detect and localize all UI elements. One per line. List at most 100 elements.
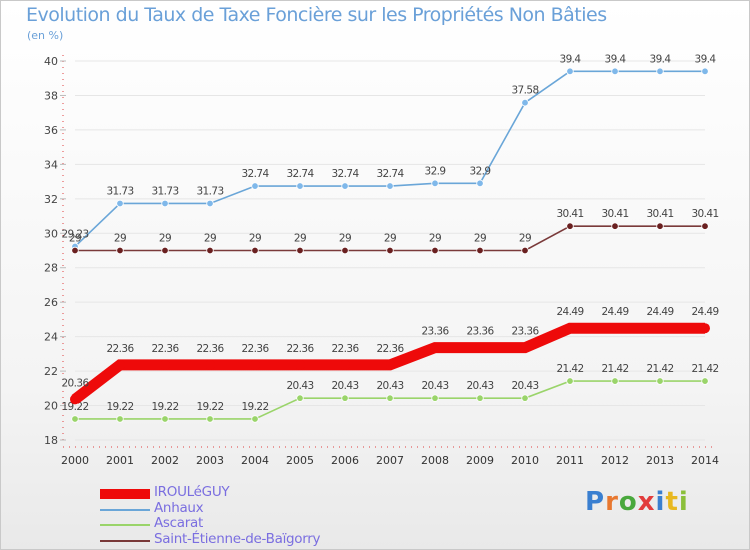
data-label: 21.42 bbox=[646, 363, 673, 375]
data-label: 30.41 bbox=[646, 208, 673, 220]
data-label: 32.9 bbox=[470, 165, 491, 177]
data-label: 29 bbox=[384, 233, 396, 245]
data-label: 39.4 bbox=[560, 53, 582, 65]
data-label: 31.73 bbox=[151, 185, 178, 197]
data-label: 22.36 bbox=[241, 343, 269, 355]
data-point bbox=[251, 182, 259, 190]
logo-letter: i bbox=[655, 487, 666, 517]
x-tick-label: 2007 bbox=[376, 454, 404, 467]
y-tick-label: 22 bbox=[44, 365, 58, 378]
data-point bbox=[116, 199, 124, 208]
data-point bbox=[116, 415, 124, 423]
data-point bbox=[656, 377, 664, 385]
x-tick-label: 2009 bbox=[466, 454, 494, 467]
proxiti-logo: Proxiti bbox=[585, 487, 689, 517]
data-label: 37.58 bbox=[511, 85, 538, 97]
x-tick-label: 2001 bbox=[106, 454, 134, 467]
data-point bbox=[70, 394, 80, 405]
data-label: 22.36 bbox=[331, 343, 359, 355]
data-label: 22.36 bbox=[106, 343, 134, 355]
data-point bbox=[610, 323, 620, 334]
x-tick-label: 2000 bbox=[61, 454, 89, 467]
data-point bbox=[295, 359, 305, 370]
x-tick-label: 2011 bbox=[556, 454, 584, 467]
data-label: 29 bbox=[474, 233, 486, 245]
x-tick-label: 2006 bbox=[331, 454, 359, 467]
data-point bbox=[296, 182, 304, 190]
data-point bbox=[655, 323, 665, 334]
data-label: 31.73 bbox=[196, 185, 223, 197]
data-point bbox=[296, 246, 304, 255]
legend-label: IROULéGUY bbox=[154, 484, 230, 500]
data-point bbox=[656, 222, 664, 230]
data-point bbox=[206, 415, 214, 423]
x-tick-label: 2012 bbox=[601, 454, 629, 467]
data-label: 22.36 bbox=[196, 343, 224, 355]
data-point bbox=[431, 246, 439, 255]
data-point bbox=[430, 342, 440, 353]
data-label: 24.49 bbox=[691, 306, 718, 318]
data-label: 32.74 bbox=[286, 168, 314, 180]
x-tick-label: 2008 bbox=[421, 454, 449, 467]
y-tick-label: 34 bbox=[44, 158, 58, 171]
data-point bbox=[566, 222, 574, 230]
data-point bbox=[161, 199, 169, 208]
x-tick-label: 2010 bbox=[511, 454, 539, 467]
y-tick-label: 32 bbox=[44, 193, 58, 206]
data-label: 30.41 bbox=[691, 208, 718, 220]
data-label: 22.36 bbox=[376, 343, 404, 355]
data-label: 39.4 bbox=[695, 53, 717, 65]
data-point bbox=[341, 182, 349, 190]
data-point bbox=[116, 246, 124, 255]
y-tick-label: 40 bbox=[44, 55, 58, 68]
data-point bbox=[521, 394, 529, 402]
data-point bbox=[700, 323, 710, 334]
data-point bbox=[566, 67, 574, 76]
data-label: 29 bbox=[339, 233, 351, 245]
data-point bbox=[476, 246, 484, 255]
legend-swatch bbox=[100, 489, 150, 499]
y-tick-label: 26 bbox=[44, 296, 58, 309]
data-point bbox=[71, 246, 79, 255]
x-tick-label: 2004 bbox=[241, 454, 269, 467]
chart-title: Evolution du Taux de Taxe Foncière sur l… bbox=[26, 4, 607, 26]
x-tick-label: 2013 bbox=[646, 454, 674, 467]
data-label: 23.36 bbox=[511, 326, 539, 338]
data-label: 20.43 bbox=[286, 380, 313, 392]
data-label: 30.41 bbox=[556, 208, 583, 220]
data-point bbox=[71, 415, 79, 423]
data-point bbox=[476, 179, 484, 188]
data-label: 20.43 bbox=[331, 380, 358, 392]
data-label: 29 bbox=[249, 233, 261, 245]
data-label: 20.43 bbox=[421, 380, 448, 392]
y-tick-label: 36 bbox=[44, 124, 58, 137]
logo-letter: P bbox=[585, 487, 606, 517]
data-point bbox=[250, 359, 260, 370]
data-point bbox=[161, 246, 169, 255]
data-point bbox=[701, 67, 709, 76]
logo-letter: o bbox=[618, 487, 638, 517]
data-point bbox=[611, 222, 619, 230]
y-tick-label: 38 bbox=[44, 89, 58, 102]
logo-letter: x bbox=[637, 487, 656, 517]
logo-letter: i bbox=[678, 487, 689, 517]
data-point bbox=[431, 394, 439, 402]
data-label: 31.73 bbox=[106, 185, 133, 197]
data-point bbox=[160, 359, 170, 370]
data-label: 24.49 bbox=[601, 306, 628, 318]
data-label: 29 bbox=[69, 233, 81, 245]
data-label: 20.36 bbox=[61, 377, 89, 389]
data-label: 19.22 bbox=[196, 401, 223, 413]
x-tick-label: 2014 bbox=[691, 454, 719, 467]
data-label: 29.23 bbox=[61, 229, 88, 241]
data-point bbox=[701, 377, 709, 385]
data-label: 32.9 bbox=[425, 165, 446, 177]
data-label: 29 bbox=[159, 233, 171, 245]
y-tick-label: 28 bbox=[44, 262, 58, 275]
x-tick-label: 2002 bbox=[151, 454, 179, 467]
y-tick-label: 20 bbox=[44, 400, 58, 413]
data-point bbox=[701, 222, 709, 230]
data-label: 32.74 bbox=[331, 168, 359, 180]
